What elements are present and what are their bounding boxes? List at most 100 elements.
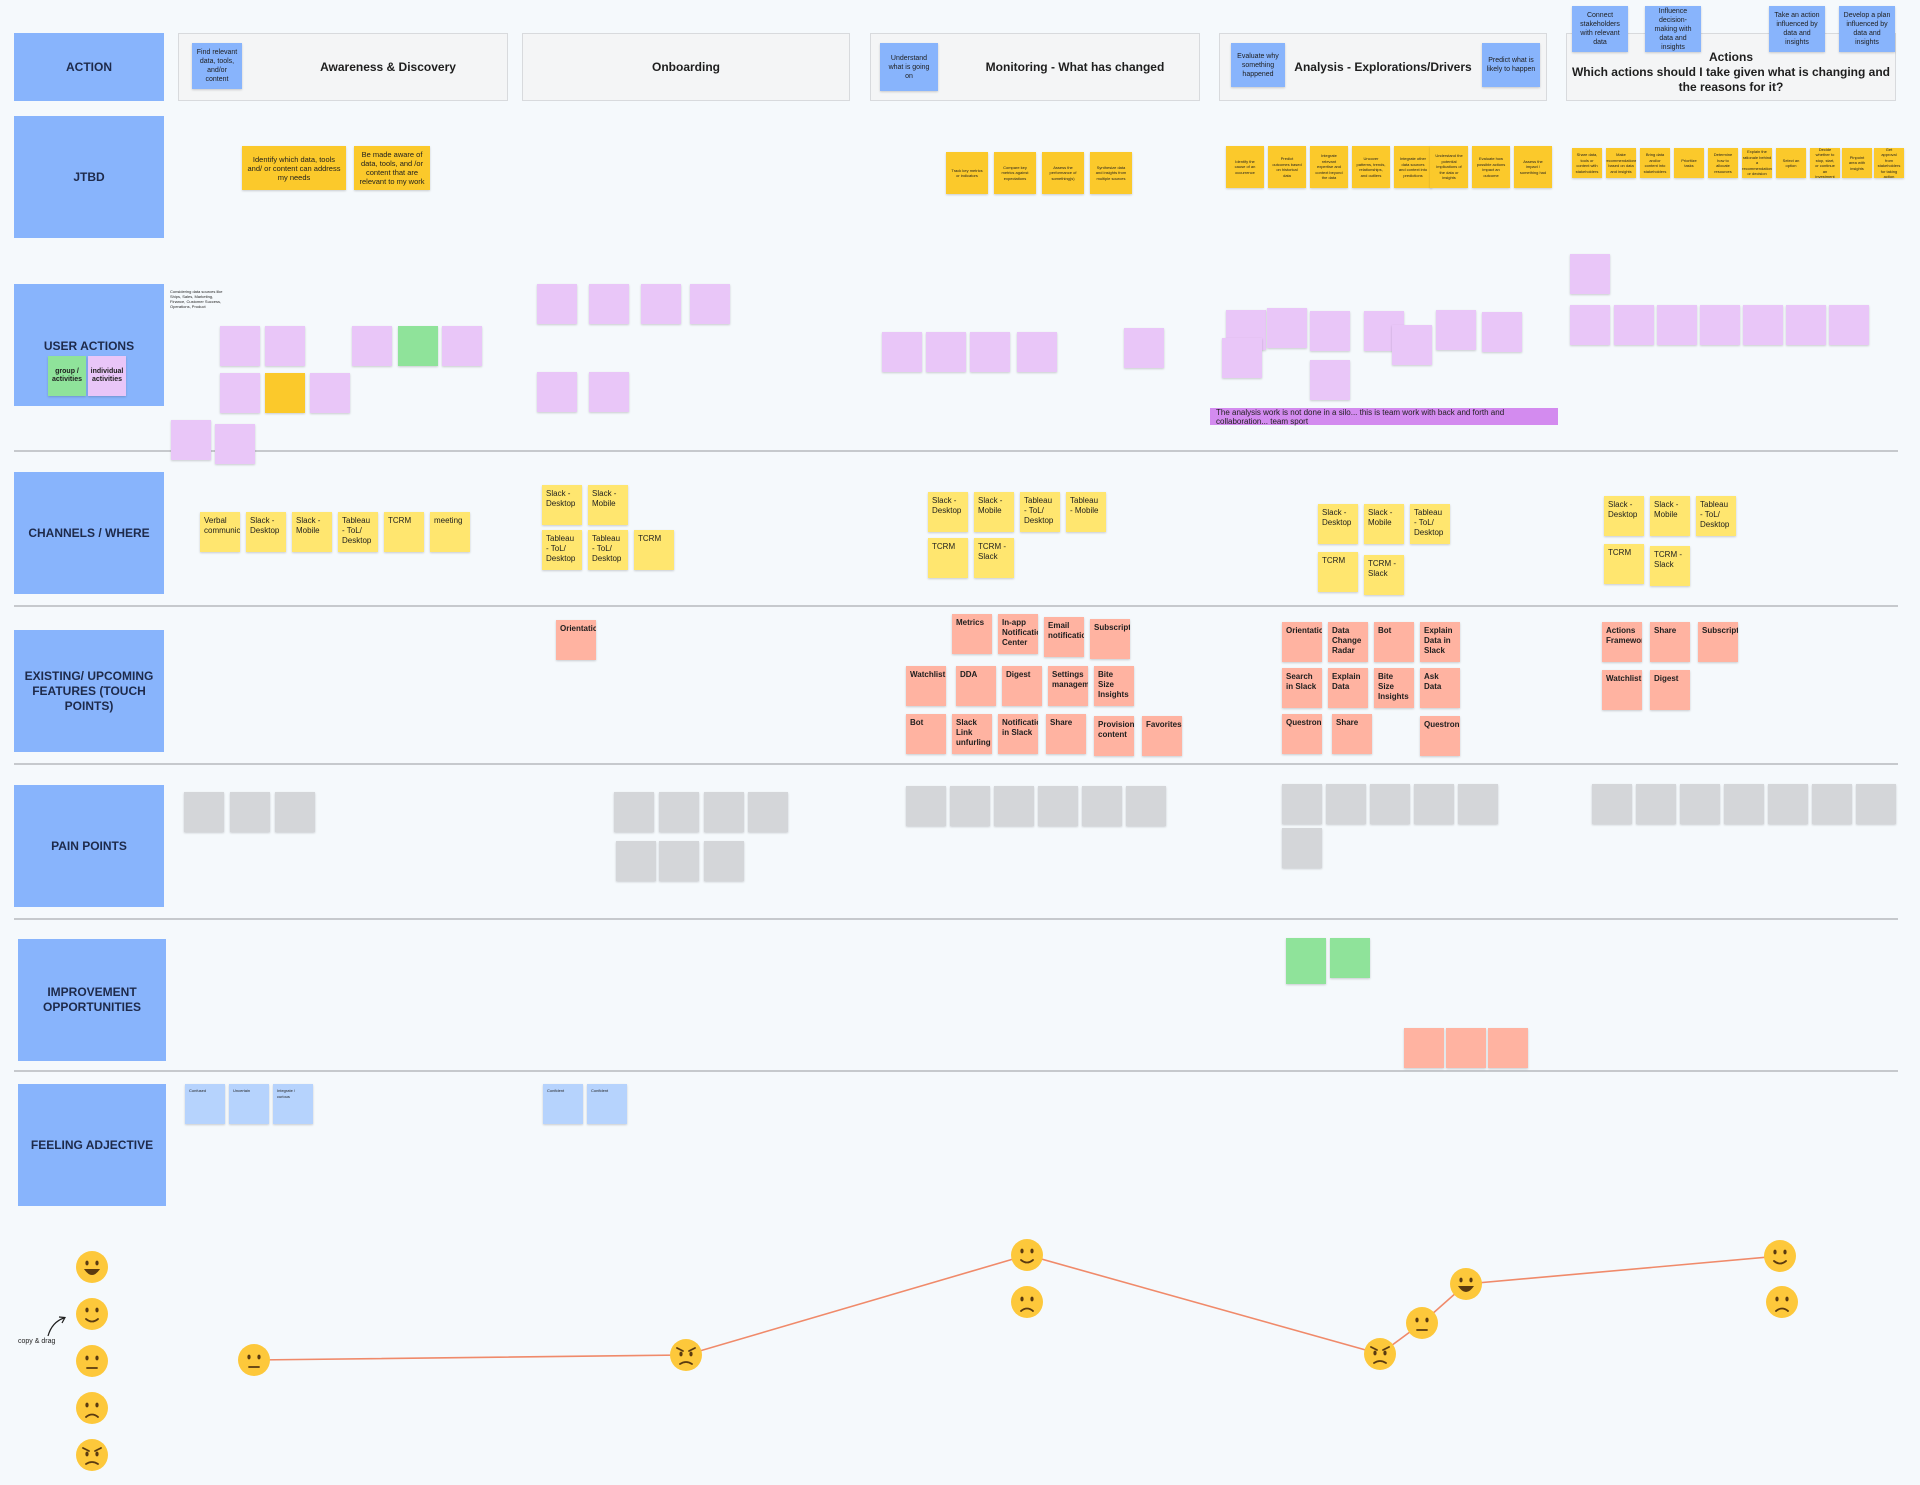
user-action-sticky[interactable] [1267,308,1307,348]
jtbd-sticky[interactable]: Prioritize tasks [1674,148,1704,178]
feature-sticky[interactable]: Share [1650,622,1690,662]
channel-sticky[interactable]: Tableau - ToL/ Desktop [588,530,628,570]
user-action-sticky[interactable] [1829,305,1869,345]
jtbd-sticky[interactable]: Pinpoint area with insights [1842,148,1872,178]
pain-point-sticky[interactable] [704,792,744,832]
channel-sticky[interactable]: Slack - Desktop [928,492,968,532]
jtbd-sticky[interactable]: Identify the cause of an occurrence [1226,146,1264,188]
feeling-sticky[interactable]: Confused [185,1084,225,1124]
channel-sticky[interactable]: Tableau - ToL/ Desktop [542,530,582,570]
feature-sticky[interactable]: Ask Data [1420,668,1460,708]
user-action-sticky[interactable] [1743,305,1783,345]
pain-point-sticky[interactable] [950,786,990,826]
user-action-sticky[interactable] [537,372,577,412]
pain-point-sticky[interactable] [659,792,699,832]
user-action-sticky[interactable] [1017,332,1057,372]
channel-sticky[interactable]: Slack - Mobile [1364,504,1404,544]
user-action-sticky[interactable] [970,332,1010,372]
pain-point-sticky[interactable] [704,841,744,881]
channel-sticky[interactable]: Slack - Desktop [1318,504,1358,544]
jtbd-sticky[interactable]: Compare key metrics against expectations [994,152,1036,194]
phase-note[interactable]: Connect stakeholders with relevant data [1572,6,1628,52]
feature-sticky[interactable]: Bite Size Insights [1094,666,1134,706]
emotion-point-icon[interactable] [1764,1240,1796,1272]
jtbd-sticky[interactable]: Select an option [1776,148,1806,178]
jtbd-sticky[interactable]: Integrate relevant expertise and context… [1310,146,1348,188]
jtbd-sticky[interactable]: Bring data and/or content into stakehold… [1640,148,1670,178]
user-action-sticky[interactable] [690,284,730,324]
jtbd-sticky[interactable]: Evaluate how possible actions impact an … [1472,146,1510,188]
feature-sticky[interactable]: Share [1332,714,1372,754]
feature-sticky[interactable]: Subscriptions [1090,619,1130,659]
feature-sticky[interactable]: Orientation [1282,622,1322,662]
channel-sticky[interactable]: TCRM [634,530,674,570]
emotion-point-icon[interactable] [1364,1338,1396,1370]
feeling-sticky[interactable]: Integrate / curious [273,1084,313,1124]
phase-note[interactable]: Find relevant data, tools, and/or conten… [192,43,242,89]
channel-sticky[interactable]: Slack - Mobile [1650,496,1690,536]
emotion-point-icon[interactable] [670,1339,702,1371]
channel-sticky[interactable]: TCRM - Slack [1650,546,1690,586]
channel-sticky[interactable]: TCRM - Slack [1364,555,1404,595]
feature-sticky[interactable]: Data Change Radar [1328,622,1368,662]
phase-note[interactable]: Predict what is likely to happen [1482,43,1540,87]
pain-point-sticky[interactable] [1414,784,1454,824]
channel-sticky[interactable]: Slack - Desktop [542,485,582,525]
emotion-alt-sad-icon[interactable] [1011,1286,1043,1318]
user-action-sticky[interactable] [1392,325,1432,365]
user-action-sticky[interactable] [1614,305,1654,345]
feature-sticky[interactable]: Watchlist [1602,670,1642,710]
improvement-sticky[interactable] [1286,938,1326,984]
phase-note[interactable]: Develop a plan influenced by data and in… [1839,6,1895,52]
jtbd-sticky[interactable]: Synthesize data and insights from multip… [1090,152,1132,194]
phase-note[interactable]: Evaluate why something happened [1231,43,1285,87]
channel-sticky[interactable]: TCRM [384,512,424,552]
pain-point-sticky[interactable] [906,786,946,826]
feeling-sticky[interactable]: Confident [543,1084,583,1124]
feature-sticky[interactable]: Metrics [952,614,992,654]
feature-sticky[interactable]: Slack Link unfurling [952,714,992,754]
channel-sticky[interactable]: Verbal communication [200,512,240,552]
pain-point-sticky[interactable] [1812,784,1852,824]
feature-sticky[interactable]: Search in Slack [1282,668,1322,708]
user-action-sticky[interactable] [1124,328,1164,368]
feature-sticky[interactable]: DDA [956,666,996,706]
collaboration-banner[interactable]: The analysis work is not done in a silo.… [1210,408,1558,426]
channel-sticky[interactable]: Tableau - Mobile [1066,492,1106,532]
feature-sticky[interactable]: Share [1046,714,1086,754]
channel-sticky[interactable]: Tableau - ToL/ Desktop [1020,492,1060,532]
jtbd-sticky[interactable]: Identify which data, tools and/ or conte… [242,146,346,190]
channel-sticky[interactable]: Tableau - ToL/ Desktop [1696,496,1736,536]
improvement-sticky[interactable] [1488,1028,1528,1068]
jtbd-sticky[interactable]: Determine how to allocate resources [1708,148,1738,178]
user-action-sticky[interactable] [1310,360,1350,400]
user-action-sticky[interactable] [1786,305,1826,345]
channel-sticky[interactable]: Slack - Desktop [1604,496,1644,536]
feature-sticky[interactable]: Actions Framework [1602,622,1642,662]
user-action-sticky[interactable] [641,284,681,324]
pain-point-sticky[interactable] [1282,828,1322,868]
pain-point-sticky[interactable] [1680,784,1720,824]
pain-point-sticky[interactable] [659,841,699,881]
feeling-sticky[interactable]: Confident [587,1084,627,1124]
emoji-scale-neutral-icon[interactable] [76,1345,108,1377]
feature-sticky[interactable]: Settings management [1048,666,1088,706]
legend-individual-activities[interactable]: individual activities [88,356,126,396]
user-action-sticky[interactable] [1700,305,1740,345]
channel-sticky[interactable]: TCRM [928,538,968,578]
feature-sticky[interactable]: Watchlist [906,666,946,706]
phase-note[interactable]: Take an action influenced by data and in… [1769,6,1825,52]
feature-sticky[interactable]: Provisioned content [1094,716,1134,756]
feature-sticky[interactable]: Questron [1282,714,1322,754]
feature-sticky[interactable]: Favorites [1142,716,1182,756]
channel-sticky[interactable]: Tableau - ToL/ Desktop [338,512,378,552]
user-action-sticky[interactable] [589,284,629,324]
pain-point-sticky[interactable] [1724,784,1764,824]
pain-point-sticky[interactable] [614,792,654,832]
feature-sticky[interactable]: Bot [1374,622,1414,662]
user-action-sticky[interactable] [310,373,350,413]
pain-point-sticky[interactable] [1370,784,1410,824]
channel-sticky[interactable]: Slack - Mobile [588,485,628,525]
jtbd-sticky[interactable]: Assess the performance of something(s) [1042,152,1084,194]
